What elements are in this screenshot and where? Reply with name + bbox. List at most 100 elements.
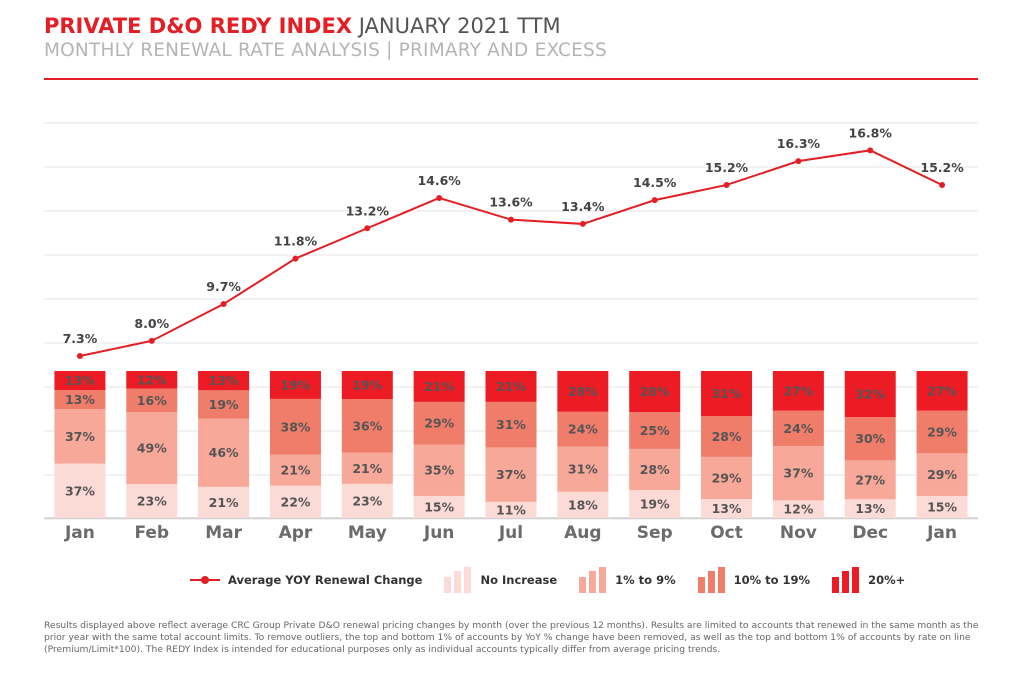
bar-segment-2-5 xyxy=(341,452,393,484)
bar-label-3-9: 25% xyxy=(640,423,670,438)
x-tick-label-1: Jan xyxy=(64,523,95,543)
bar-label-2-5: 21% xyxy=(352,461,382,476)
bar-segment-3-1 xyxy=(54,390,106,410)
bar-label-3-5: 36% xyxy=(352,418,382,433)
line-label-3: 9.7% xyxy=(206,279,241,294)
bar-label-3-6: 29% xyxy=(424,416,454,431)
bar-segment-4-10 xyxy=(701,371,753,417)
bar-label-1-10: 13% xyxy=(712,501,742,516)
bar-label-4-9: 28% xyxy=(640,384,670,399)
bar-segment-1-11 xyxy=(772,500,824,518)
line-label-13: 15.2% xyxy=(920,160,964,175)
line-label-12: 16.8% xyxy=(849,125,893,140)
x-tick-label-3: Mar xyxy=(205,523,242,543)
x-tick-label-4: Apr xyxy=(279,523,313,543)
line-label-11: 16.3% xyxy=(777,136,821,151)
bar-segment-4-3 xyxy=(198,371,250,391)
x-tick-label-13: Jan xyxy=(926,523,957,543)
bar-segment-4-4 xyxy=(269,371,321,399)
line-point-13 xyxy=(939,181,946,188)
bar-label-4-3: 13% xyxy=(209,373,239,388)
line-point-10 xyxy=(723,181,730,188)
line-point-12 xyxy=(867,147,874,154)
bar-segment-4-6 xyxy=(413,371,465,402)
bar-label-4-5: 19% xyxy=(352,378,382,393)
bar-chart-icon xyxy=(832,567,860,593)
bar-label-4-2: 12% xyxy=(137,372,167,387)
bar-label-2-8: 31% xyxy=(568,462,598,477)
x-tick-label-9: Sep xyxy=(637,523,673,543)
line-point-2 xyxy=(148,337,155,344)
bar-label-3-11: 24% xyxy=(783,421,813,436)
bar-segment-2-2 xyxy=(126,412,178,485)
bar-label-2-10: 29% xyxy=(712,470,742,485)
bar-label-4-10: 31% xyxy=(712,386,742,401)
footnote: Results displayed above reflect average … xyxy=(44,620,979,655)
bar-segment-1-7 xyxy=(485,501,537,518)
bar-segment-1-4 xyxy=(269,485,321,518)
legend-item-no-increase: No Increase xyxy=(444,567,557,593)
line-point-8 xyxy=(579,220,586,227)
bar-segment-2-6 xyxy=(413,444,465,496)
line-point-1 xyxy=(76,353,83,359)
bar-label-4-12: 32% xyxy=(855,387,885,402)
bar-label-1-9: 19% xyxy=(640,497,670,512)
line-label-8: 13.4% xyxy=(561,199,605,214)
bar-segment-2-4 xyxy=(269,454,321,486)
bar-label-2-7: 37% xyxy=(496,467,526,482)
bar-label-3-7: 31% xyxy=(496,417,526,432)
renewal-line: 7.3% 8.0% 9.7% 11.8% 13.2% 14.6% 13.6% 13.4% 14.… xyxy=(63,125,964,359)
bar-segment-1-9 xyxy=(629,490,681,518)
bar-segment-2-1 xyxy=(54,409,106,464)
bar-label-2-1: 37% xyxy=(65,429,95,444)
bar-segment-1-3 xyxy=(198,486,250,518)
bar-segment-3-2 xyxy=(126,388,178,413)
bar-label-4-8: 28% xyxy=(568,384,598,399)
bar-segment-2-13 xyxy=(916,453,968,496)
bar-segment-1-2 xyxy=(126,484,178,518)
bar-segment-2-8 xyxy=(557,446,609,492)
line-point-3 xyxy=(220,301,227,308)
bar-segment-4-12 xyxy=(844,371,896,418)
line-point-11 xyxy=(795,158,802,165)
bar-segment-2-9 xyxy=(629,448,681,491)
bar-label-1-13: 15% xyxy=(927,499,957,514)
line-label-9: 14.5% xyxy=(633,175,677,190)
bar-segment-4-13 xyxy=(916,371,968,411)
bar-segment-4-8 xyxy=(557,371,609,412)
x-tick-label-11: Nov xyxy=(780,523,817,543)
bar-segment-3-9 xyxy=(629,412,681,449)
line-label-5: 13.2% xyxy=(346,203,390,218)
legend-label-no-increase: No Increase xyxy=(480,573,558,587)
bar-segment-4-5 xyxy=(341,371,393,400)
bar-label-1-1: 37% xyxy=(65,483,95,498)
line-label-6: 14.6% xyxy=(417,173,461,188)
title-strong: PRIVATE D&O REDY INDEX xyxy=(44,14,353,38)
legend-label-10-to-19: 10% to 19% xyxy=(733,573,811,587)
bar-segment-3-12 xyxy=(844,417,896,461)
title-rest: JANUARY 2021 TTM xyxy=(358,14,561,38)
bar-label-3-4: 38% xyxy=(281,419,311,434)
bar-label-3-10: 28% xyxy=(712,429,742,444)
bar-label-1-5: 23% xyxy=(352,493,382,508)
legend: Average YOY Renewal Change No Increase 1… xyxy=(190,566,927,594)
bar-segment-2-12 xyxy=(844,460,896,500)
bar-label-2-12: 27% xyxy=(855,472,885,487)
line-marker-icon xyxy=(190,576,220,584)
bar-chart-icon xyxy=(697,567,725,593)
bar-label-2-9: 28% xyxy=(640,462,670,477)
bar-segment-2-3 xyxy=(198,418,250,487)
bar-label-1-11: 12% xyxy=(783,502,813,517)
chart-subtitle: MONTHLY RENEWAL RATE ANALYSIS | PRIMARY … xyxy=(44,40,607,61)
bar-segment-1-13 xyxy=(916,495,968,518)
bar-label-2-11: 37% xyxy=(783,466,813,481)
chart-canvas: 37% 37% 13% 13% 23% 49% 16% 12% 21% 46% 19% 13% 22% 2… xyxy=(44,122,978,543)
bar-label-1-3: 21% xyxy=(209,495,239,510)
bar-segment-1-6 xyxy=(413,495,465,518)
header-divider xyxy=(44,78,978,80)
bar-segment-3-11 xyxy=(772,410,824,446)
bar-segment-1-8 xyxy=(557,491,609,518)
legend-item-20-plus: 20%+ xyxy=(832,567,905,593)
x-tick-label-10: Oct xyxy=(710,523,743,543)
bar-segment-3-8 xyxy=(557,411,609,447)
